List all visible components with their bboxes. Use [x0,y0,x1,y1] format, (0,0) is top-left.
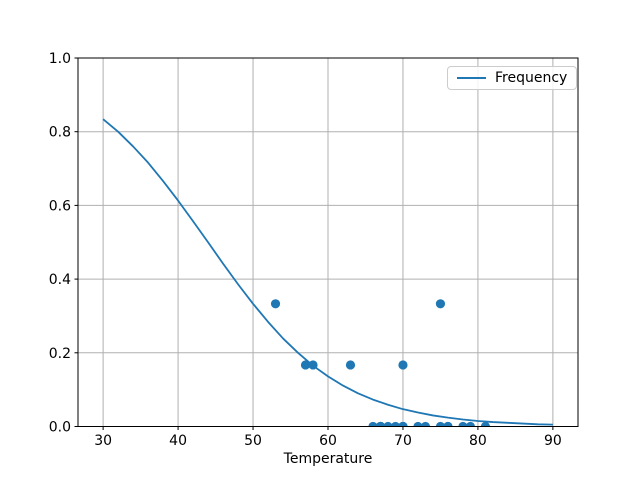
data-point [308,360,318,370]
data-point [435,299,446,309]
data-point [398,360,408,370]
x-tick-label: 90 [544,433,562,449]
x-tick-label: 30 [94,433,112,449]
y-tick-label: 1.0 [49,51,71,67]
legend: Frequency [447,66,578,90]
y-tick-label: 0.4 [49,272,71,288]
tick-labels: 30 40 50 60 70 80 90 0.0 0.2 0.4 0.6 0.8 1.0 [49,51,562,449]
x-tick-label: 40 [169,433,187,449]
plot-area [102,118,553,427]
y-tick-label: 0.0 [49,420,71,436]
x-axis-label: Temperature [283,451,373,467]
data-point [300,360,311,370]
data-point [375,421,386,427]
x-tick-label: 60 [319,433,337,449]
data-point [270,299,281,309]
data-point [458,421,468,427]
y-tick-label: 0.8 [49,125,71,141]
data-point [390,421,401,427]
x-tick-label: 70 [394,433,412,449]
ticks [74,57,554,430]
y-tick-label: 0.2 [49,346,71,362]
data-point [435,421,446,427]
data-point [368,421,378,427]
legend-label: Frequency [495,70,568,86]
data-point [413,421,423,427]
y-tick-label: 0.6 [49,198,71,214]
data-point [383,421,393,427]
data-point [398,421,408,427]
data-point [345,360,356,370]
frequency-line [102,118,553,426]
grid [78,57,578,427]
data-point [480,421,491,427]
data-point [443,421,453,427]
data-point [465,421,476,427]
x-tick-label: 50 [244,433,262,449]
x-tick-label: 80 [469,433,487,449]
legend-line-sample [457,77,486,79]
data-point [420,421,431,427]
